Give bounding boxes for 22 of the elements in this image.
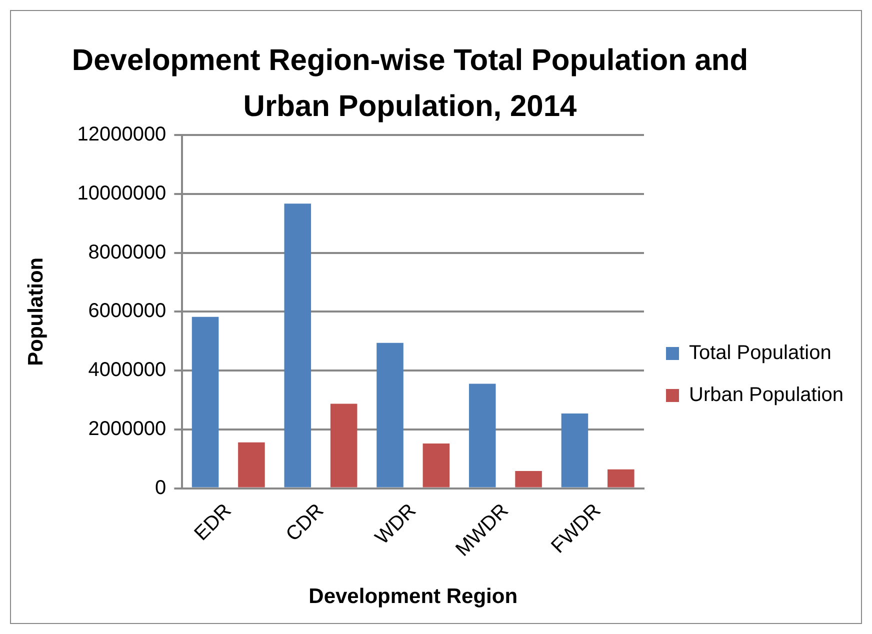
- y-tick-label: 2000000: [88, 418, 166, 440]
- y-tick-label: 8000000: [88, 241, 166, 264]
- bar: [422, 444, 450, 488]
- y-axis-title: Population: [24, 257, 48, 366]
- y-tick-label: 0: [155, 476, 166, 499]
- chart-title: Development Region-wise Total Population and Urban Population, 2014: [72, 44, 748, 123]
- bar: [608, 469, 634, 488]
- legend-label: Total Population: [689, 342, 832, 364]
- bar: [515, 471, 542, 488]
- bar: [284, 204, 312, 488]
- bar: [561, 414, 588, 488]
- x-axis-title: Development Region: [308, 585, 518, 608]
- bar: [192, 316, 219, 488]
- bar: [330, 404, 358, 488]
- y-tick-label: 10000000: [77, 182, 166, 204]
- y-tick-label: 12000000: [77, 124, 166, 146]
- legend-label: Urban Population: [689, 384, 844, 406]
- y-tick-label: 4000000: [88, 359, 166, 382]
- bar: [376, 342, 404, 488]
- bar: [468, 384, 496, 488]
- y-tick-label: 6000000: [88, 300, 166, 322]
- bar: [238, 442, 265, 488]
